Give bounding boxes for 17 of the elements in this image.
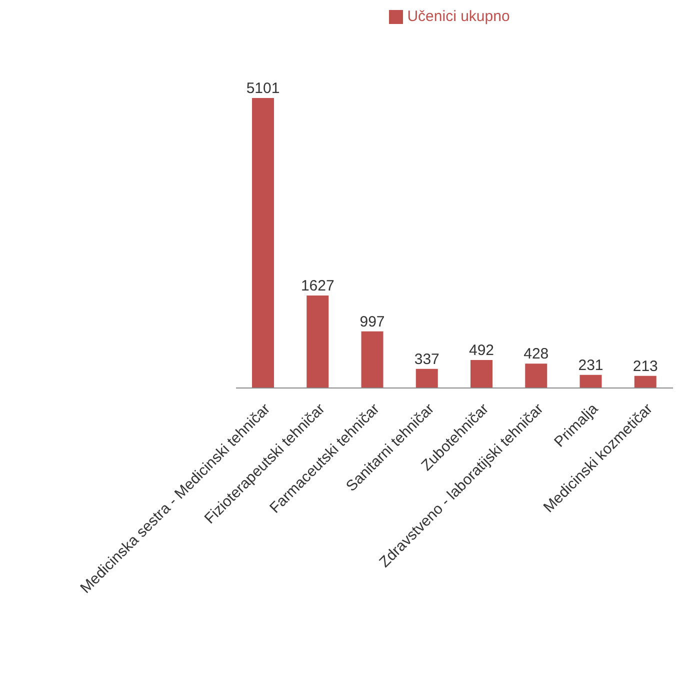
legend-label: Učenici ukupno bbox=[407, 8, 510, 25]
data-label: 428 bbox=[524, 346, 549, 363]
data-label: 337 bbox=[414, 350, 440, 368]
bar bbox=[361, 331, 384, 388]
data-label: 231 bbox=[578, 356, 604, 374]
data-label: 213 bbox=[632, 358, 658, 375]
bar bbox=[580, 374, 602, 388]
bar bbox=[416, 368, 438, 388]
bar bbox=[634, 376, 656, 388]
data-label: 997 bbox=[360, 313, 385, 330]
data-label: 492 bbox=[468, 342, 494, 360]
bar bbox=[470, 360, 492, 388]
bar bbox=[525, 364, 548, 388]
data-label: 1627 bbox=[300, 278, 334, 294]
bar bbox=[306, 296, 329, 388]
data-label: 5101 bbox=[246, 80, 280, 97]
bar bbox=[252, 98, 274, 388]
